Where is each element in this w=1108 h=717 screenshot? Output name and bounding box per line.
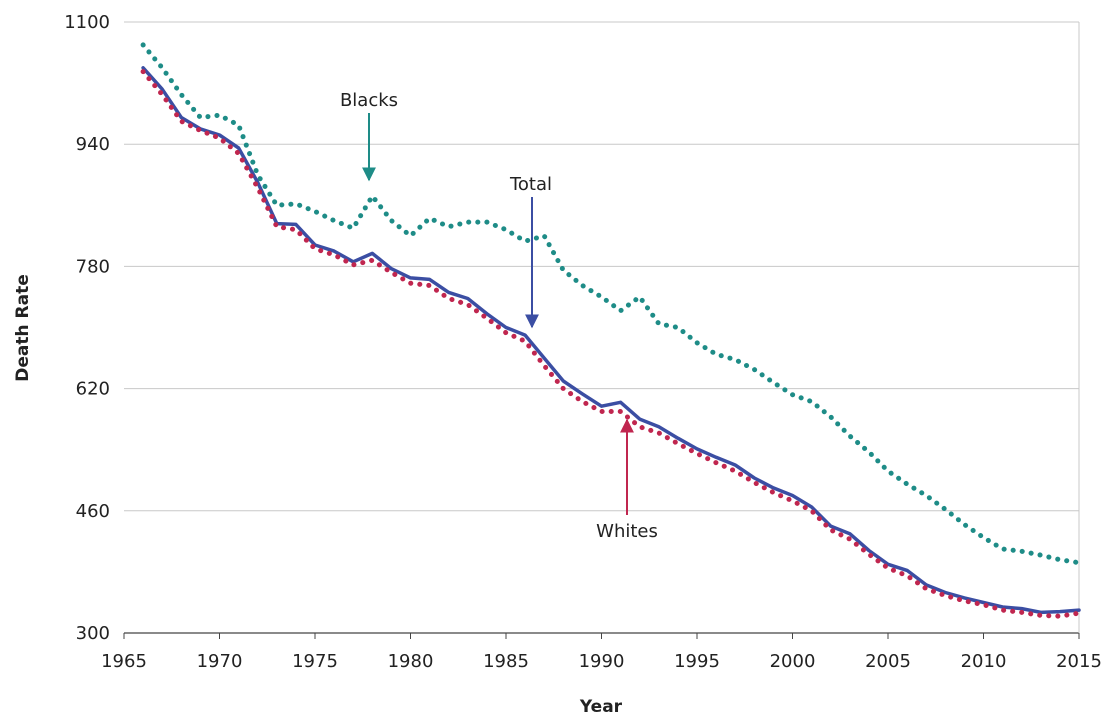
x-tick-label: 2000 xyxy=(770,651,816,672)
annotation-label-blacks: Blacks xyxy=(340,90,398,111)
annotations: Blacks Total Whites xyxy=(340,90,658,542)
x-axis-title: Year xyxy=(579,697,623,717)
series-total-line xyxy=(141,66,1081,615)
x-tick-label: 1995 xyxy=(674,651,720,672)
y-axis-ticks: 300 460 620 780 940 1100 xyxy=(64,12,110,644)
x-tick-label: 1980 xyxy=(388,651,434,672)
gridlines xyxy=(124,21,1080,634)
y-tick-label: 780 xyxy=(76,256,110,277)
y-tick-label: 460 xyxy=(76,501,110,522)
x-tick-label: 1970 xyxy=(197,651,243,672)
x-tick-label: 2015 xyxy=(1056,651,1102,672)
x-tick-label: 1990 xyxy=(579,651,625,672)
x-tick-label: 1965 xyxy=(101,651,147,672)
y-tick-label: 300 xyxy=(76,623,110,644)
y-tick-label: 620 xyxy=(76,379,110,400)
y-tick-label: 1100 xyxy=(64,12,110,33)
x-tick-label: 1975 xyxy=(292,651,338,672)
x-tick-label: 2010 xyxy=(961,651,1007,672)
series-lines xyxy=(140,42,1082,619)
annotation-label-total: Total xyxy=(509,174,552,195)
y-axis-title: Death Rate xyxy=(13,274,33,381)
x-tick-label: 1985 xyxy=(483,651,529,672)
series-blacks-line xyxy=(140,42,1082,566)
series-whites-line xyxy=(140,69,1082,619)
x-tick-label: 2005 xyxy=(865,651,911,672)
annotation-label-whites: Whites xyxy=(596,521,658,542)
x-axis-ticks: 1965 1970 1975 1980 1985 1990 1995 2000 2005 2010… xyxy=(101,633,1102,672)
y-tick-label: 940 xyxy=(76,134,110,155)
